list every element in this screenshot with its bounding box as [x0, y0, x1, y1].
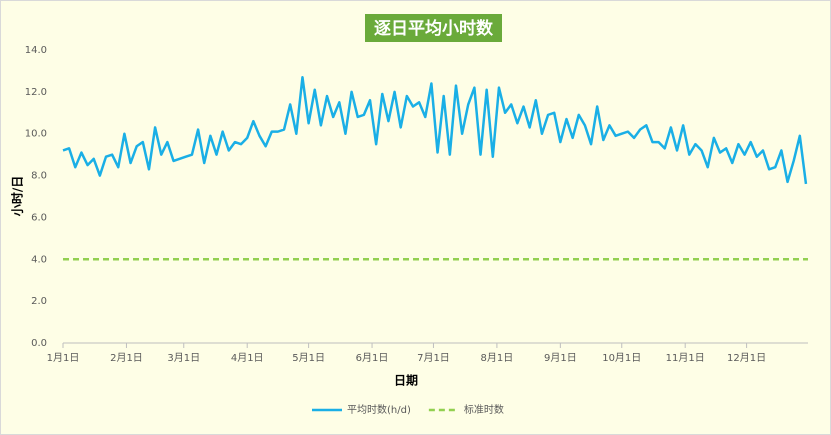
x-axis-label: 日期 — [394, 373, 418, 388]
y-tick-label: 8.0 — [31, 171, 47, 182]
x-tick-label: 4月1日 — [231, 352, 264, 364]
y-axis-label: 小时/日 — [10, 176, 25, 216]
x-tick-label: 2月1日 — [110, 352, 143, 364]
x-tick-label: 8月1日 — [481, 352, 514, 364]
x-tick-label: 3月1日 — [167, 352, 200, 364]
x-tick-label: 12月1日 — [727, 352, 766, 364]
y-tick-label: 2.0 — [31, 296, 47, 307]
legend-label: 平均时数(h/d) — [347, 403, 411, 416]
x-tick-label: 7月1日 — [417, 352, 450, 364]
y-tick-label: 12.0 — [25, 87, 47, 98]
y-tick-label: 14.0 — [25, 45, 47, 56]
series-line — [62, 75, 808, 185]
x-tick-label: 9月1日 — [544, 352, 577, 364]
chart-title: 逐日平均小时数 — [374, 18, 494, 39]
y-tick-label: 6.0 — [31, 212, 47, 223]
x-tick-label: 1月1日 — [47, 352, 80, 364]
x-tick-label: 10月1日 — [602, 352, 641, 364]
title-box — [365, 14, 502, 42]
y-tick-label: 0.0 — [31, 338, 47, 349]
y-tick-label: 10.0 — [25, 129, 47, 140]
legend-label: 标准时数 — [464, 403, 504, 416]
x-tick-label: 6月1日 — [356, 352, 389, 364]
x-tick-label: 11月1日 — [666, 352, 705, 364]
y-tick-label: 4.0 — [31, 254, 47, 265]
x-tick-label: 5月1日 — [292, 352, 325, 364]
